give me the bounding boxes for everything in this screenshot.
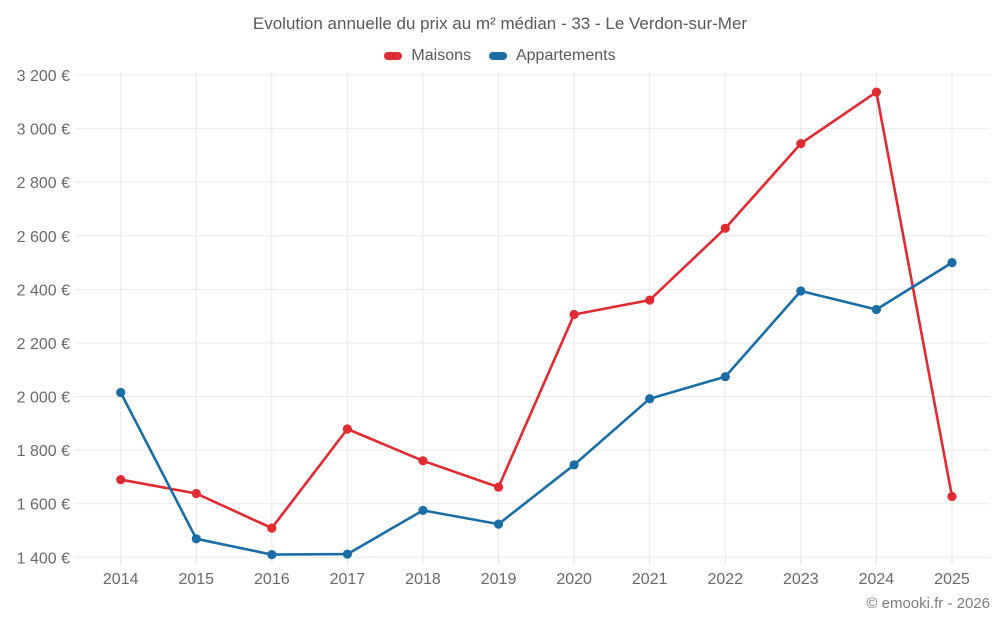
data-point-appartements xyxy=(645,394,655,404)
data-point-appartements xyxy=(267,550,277,560)
chart-legend: Maisons Appartements xyxy=(0,47,1000,65)
data-point-maisons xyxy=(569,309,579,320)
data-point-appartements xyxy=(116,387,126,398)
y-tick-label: 1 800 € xyxy=(17,443,70,460)
copyright-footer: © emooki.fr - 2026 xyxy=(866,595,990,612)
appartements-swatch-icon xyxy=(488,52,507,60)
maisons-swatch-icon xyxy=(384,52,403,60)
y-tick-label: 2 600 € xyxy=(17,229,70,246)
x-tick-label: 2021 xyxy=(632,571,668,588)
x-tick-label: 2025 xyxy=(934,571,970,588)
x-tick-label: 2017 xyxy=(330,571,366,588)
chart-title: Evolution annuelle du prix au m² médian … xyxy=(252,14,748,33)
data-point-appartements xyxy=(191,534,201,544)
y-tick-label: 2 200 € xyxy=(17,336,70,353)
data-point-maisons xyxy=(267,523,277,533)
data-point-maisons xyxy=(947,491,957,502)
data-point-maisons xyxy=(191,488,201,499)
y-tick-label: 2 400 € xyxy=(17,282,70,299)
y-tick-label: 2 800 € xyxy=(17,175,70,192)
data-point-appartements xyxy=(569,460,579,470)
x-tick-label: 2015 xyxy=(178,571,214,588)
x-tick-label: 2020 xyxy=(556,571,592,588)
x-tick-label: 2016 xyxy=(254,571,290,588)
data-point-appartements xyxy=(796,286,806,296)
y-tick-label: 3 000 € xyxy=(17,122,70,139)
x-tick-label: 2022 xyxy=(707,571,743,588)
data-point-appartements xyxy=(342,549,352,559)
series-line-maisons xyxy=(119,90,954,530)
data-point-appartements xyxy=(871,304,882,315)
legend-item-maisons[interactable]: Maisons xyxy=(384,47,471,65)
legend-item-appartements[interactable]: Appartements xyxy=(488,47,616,65)
data-point-maisons xyxy=(342,424,352,434)
x-tick-label: 2024 xyxy=(859,571,895,588)
x-tick-label: 2014 xyxy=(103,571,139,588)
data-point-maisons xyxy=(796,139,806,149)
x-tick-label: 2018 xyxy=(405,571,441,588)
data-point-maisons xyxy=(645,295,655,305)
data-point-appartements xyxy=(418,505,428,515)
legend-label-appartements: Appartements xyxy=(515,47,616,64)
x-tick-label: 2023 xyxy=(783,571,819,588)
data-point-appartements xyxy=(720,372,730,382)
data-point-maisons xyxy=(493,482,504,492)
x-tick-label: 2019 xyxy=(481,571,517,588)
series-line-appartements xyxy=(119,261,954,556)
y-tick-label: 1 400 € xyxy=(17,550,70,567)
y-tick-label: 2 000 € xyxy=(17,390,70,407)
data-point-maisons xyxy=(871,87,882,97)
legend-label-maisons: Maisons xyxy=(411,47,471,64)
y-tick-label: 3 200 € xyxy=(17,68,70,85)
y-tick-label: 1 600 € xyxy=(17,497,70,514)
data-point-maisons xyxy=(116,475,126,485)
data-point-maisons xyxy=(418,456,428,466)
data-point-maisons xyxy=(720,223,730,233)
data-point-appartements xyxy=(947,258,957,268)
data-point-appartements xyxy=(493,519,504,529)
